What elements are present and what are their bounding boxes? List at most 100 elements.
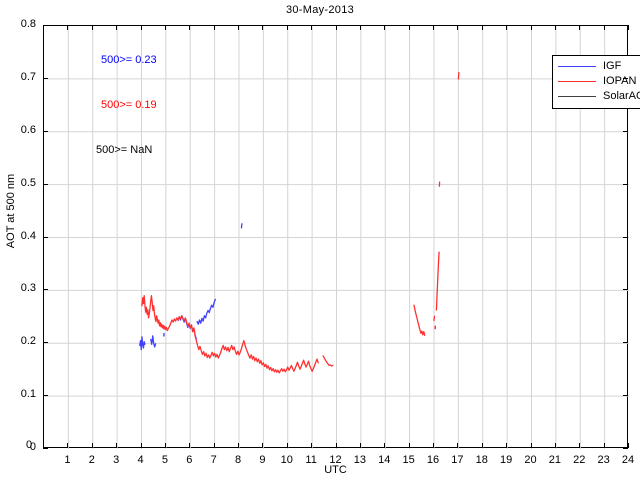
y-tick-mark [623,342,628,344]
x-tick-mark [603,443,605,448]
x-tick-label: 24 [621,454,635,466]
y-tick-mark [43,342,48,344]
x-tick-mark [91,443,93,448]
y-tick-mark [43,25,48,26]
x-tick-mark [311,443,313,448]
y-axis-title: AOT at 500 nm [5,173,17,249]
x-tick-label: 3 [113,454,120,466]
legend-label: SolarAOT [603,90,640,102]
x-tick-label: 4 [137,454,144,466]
x-tick-mark [189,25,191,30]
x-tick-mark [140,25,142,30]
x-tick-mark [457,25,459,30]
grid-lines [44,26,629,449]
y-tick-mark [623,236,628,238]
x-tick-label: 10 [280,454,293,466]
y-tick-label: 0.6 [20,123,36,136]
y-tick-mark [43,448,48,449]
x-tick-label: 9 [259,454,266,466]
y-tick-mark [623,25,628,26]
y-tick-label: 0.4 [20,229,36,242]
y-tick-mark [43,183,48,185]
x-tick-label: 21 [548,454,561,466]
x-tick-mark [67,25,69,30]
x-tick-label: 13 [353,454,366,466]
x-tick-mark [554,443,556,448]
legend: IGF IOPAN SolarAOT [552,55,640,109]
legend-swatch-solaraot [558,96,596,97]
x-tick-mark [359,25,361,30]
x-tick-mark [481,443,483,448]
x-tick-mark [506,25,508,30]
x-tick-mark [628,443,629,448]
x-tick-mark [554,25,556,30]
x-tick-mark [359,443,361,448]
x-tick-mark [286,443,288,448]
x-tick-label: 11 [305,454,317,466]
legend-label: IOPAN [603,75,637,87]
y-tick-label: 0.3 [20,282,36,295]
x-tick-mark [603,25,605,30]
legend-swatch-igf [558,66,596,67]
x-tick-label: 7 [210,454,217,466]
x-tick-mark [286,25,288,30]
y-tick-mark [43,289,48,291]
legend-item-iopan: IOPAN [553,74,640,89]
x-tick-mark [213,443,215,448]
y-tick-mark [43,395,48,397]
x-tick-label: 2 [88,454,95,466]
y-tick-label: 0.7 [20,70,36,83]
x-tick-mark [433,443,434,448]
x-tick-mark [506,443,508,448]
plot-area: 500>= 0.23 500>= 0.19 500>= NaN IGF IOPAN… [43,25,640,449]
x-tick-mark [164,443,166,448]
y-tick-label: 0.5 [20,176,36,189]
y-tick-mark [623,130,628,132]
x-tick-mark [481,25,483,30]
x-tick-mark [43,443,44,448]
x-tick-mark [140,443,142,448]
x-tick-mark [335,443,337,448]
y-tick-mark [623,448,628,449]
x-tick-mark [335,25,337,30]
x-tick-label: 15 [402,454,415,466]
y-tick-mark [623,77,628,79]
x-tick-label: 1 [64,454,71,466]
y-tick-mark [623,289,628,291]
y-tick-mark [623,183,628,185]
y-tick-label: 0 [29,441,36,453]
x-tick-label: 16 [426,454,440,466]
x-axis-title: UTC [324,464,347,476]
x-tick-label: 22 [573,454,586,466]
x-tick-label: 19 [500,454,513,466]
x-tick-mark [43,25,44,30]
x-tick-mark [189,443,191,448]
legend-label: IGF [603,60,622,72]
legend-item-solaraot: SolarAOT [553,89,640,104]
annotation-solaraot-mean: 500>= NaN [96,144,153,156]
x-tick-mark [116,25,118,30]
x-tick-label: 14 [378,454,391,466]
x-tick-label: 17 [451,454,464,466]
x-tick-mark [457,443,459,448]
x-tick-label: 23 [597,454,610,466]
x-tick-mark [408,25,410,30]
x-tick-label: 12 [329,454,342,466]
x-tick-mark [628,25,629,30]
x-tick-mark [384,25,386,30]
x-tick-label: 20 [524,454,537,466]
legend-swatch-iopan [558,81,596,82]
x-tick-mark [213,25,215,30]
x-tick-mark [433,25,434,30]
data-series-layer [139,71,460,374]
legend-item-igf: IGF [553,59,640,74]
x-tick-mark [238,443,239,448]
x-tick-mark [116,443,118,448]
x-tick-mark [91,25,93,30]
x-tick-mark [408,443,410,448]
x-tick-mark [262,443,264,448]
y-tick-mark [623,395,628,397]
x-tick-label: 18 [475,454,488,466]
y-tick-mark [43,77,48,79]
x-tick-label: 0 [25,439,33,451]
